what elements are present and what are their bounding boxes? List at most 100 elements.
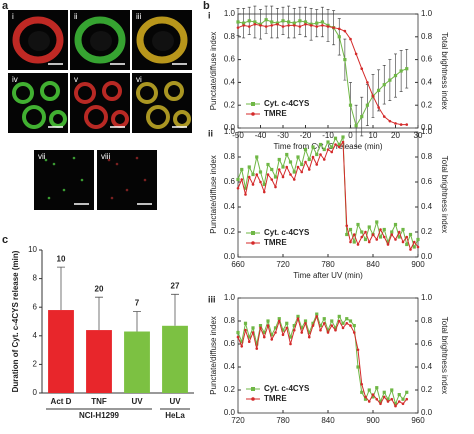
legend-label: Cyt. c-4CYS — [264, 99, 310, 108]
marker — [416, 237, 420, 242]
marker — [243, 186, 248, 190]
n-label: 20 — [95, 284, 104, 293]
bar — [162, 325, 188, 393]
marker — [251, 172, 255, 177]
y2-axis-label: Total brightness index — [440, 32, 449, 109]
marker — [240, 178, 244, 181]
marker — [343, 58, 347, 62]
marker — [318, 324, 323, 328]
marker — [277, 157, 281, 162]
marker — [399, 123, 403, 126]
x-tick-label: 0 — [348, 131, 353, 140]
marker — [266, 319, 270, 323]
marker — [285, 326, 289, 330]
marker — [341, 135, 345, 139]
marker — [292, 324, 296, 328]
marker — [288, 160, 293, 164]
cell — [40, 81, 60, 101]
y-tick-label: 0.2 — [224, 385, 236, 394]
image-label: v — [74, 75, 78, 84]
marker — [240, 345, 244, 348]
y-tick-label: 0.2 — [224, 100, 236, 109]
y-tick-label: 0.0 — [224, 123, 236, 132]
y-tick-label: 0.6 — [224, 55, 236, 64]
marker — [307, 157, 311, 162]
y2-tick-label: 0.0 — [421, 123, 433, 132]
nucleus — [152, 31, 174, 51]
marker — [288, 335, 293, 339]
marker — [270, 24, 274, 27]
marker — [365, 103, 369, 107]
marker — [318, 142, 323, 147]
n-label: 27 — [171, 281, 180, 290]
marker — [360, 382, 364, 386]
marker — [255, 173, 259, 176]
series-line — [237, 314, 408, 407]
cell — [74, 82, 96, 104]
marker — [379, 228, 382, 231]
marker — [289, 342, 292, 346]
cell — [22, 105, 46, 129]
speck — [125, 188, 129, 192]
marker — [296, 317, 300, 321]
panel-label: ii — [208, 128, 213, 138]
x-tick-label: -10 — [322, 131, 334, 140]
legend-marker — [251, 387, 255, 391]
marker — [244, 328, 247, 332]
marker — [360, 235, 364, 239]
micrograph — [132, 73, 192, 133]
x-tick-label: 840 — [366, 260, 380, 269]
legend-marker — [251, 397, 255, 401]
x-tick-label: 720 — [276, 260, 290, 269]
marker — [292, 21, 296, 25]
image-label: vi — [136, 75, 142, 84]
marker — [285, 321, 289, 325]
marker — [274, 185, 277, 189]
speck — [52, 162, 56, 166]
y2-tick-label: 0.6 — [421, 177, 433, 186]
marker — [356, 222, 360, 227]
marker — [337, 27, 341, 31]
bar — [86, 330, 112, 393]
figure-label: b — [203, 0, 210, 12]
marker — [390, 233, 394, 236]
marker — [330, 319, 334, 323]
marker — [397, 400, 401, 403]
legend-marker — [251, 241, 255, 245]
y-tick-label: 6 — [33, 302, 38, 311]
marker — [307, 168, 311, 171]
marker — [240, 340, 244, 344]
y-tick-label: 1.0 — [224, 9, 236, 18]
nucleus — [90, 31, 112, 51]
marker — [337, 35, 341, 39]
marker — [348, 319, 353, 323]
marker — [375, 238, 379, 241]
x-tick-label: 780 — [276, 416, 290, 425]
marker — [378, 235, 383, 239]
marker — [236, 177, 240, 182]
marker — [382, 395, 386, 399]
marker — [266, 162, 270, 167]
marker — [386, 243, 390, 246]
marker — [304, 22, 307, 26]
legend-label: Cyt. c-4CYS — [264, 384, 310, 393]
marker — [354, 124, 358, 128]
speck — [44, 158, 48, 162]
marker — [289, 173, 292, 176]
speck — [72, 156, 76, 160]
y-tick-label: 0.0 — [224, 408, 236, 417]
marker — [363, 237, 368, 242]
marker — [364, 395, 367, 399]
marker — [262, 182, 266, 187]
marker — [386, 400, 390, 403]
y-tick-label: 0.8 — [224, 32, 236, 41]
micrograph — [34, 150, 94, 210]
marker — [262, 335, 266, 339]
x-tick-label: 660 — [231, 260, 245, 269]
y2-tick-label: 0.8 — [421, 152, 433, 161]
marker — [341, 140, 345, 144]
marker — [287, 24, 290, 27]
y-tick-label: 0.8 — [224, 316, 236, 325]
y2-tick-label: 0.2 — [421, 227, 433, 236]
speck — [80, 178, 84, 182]
